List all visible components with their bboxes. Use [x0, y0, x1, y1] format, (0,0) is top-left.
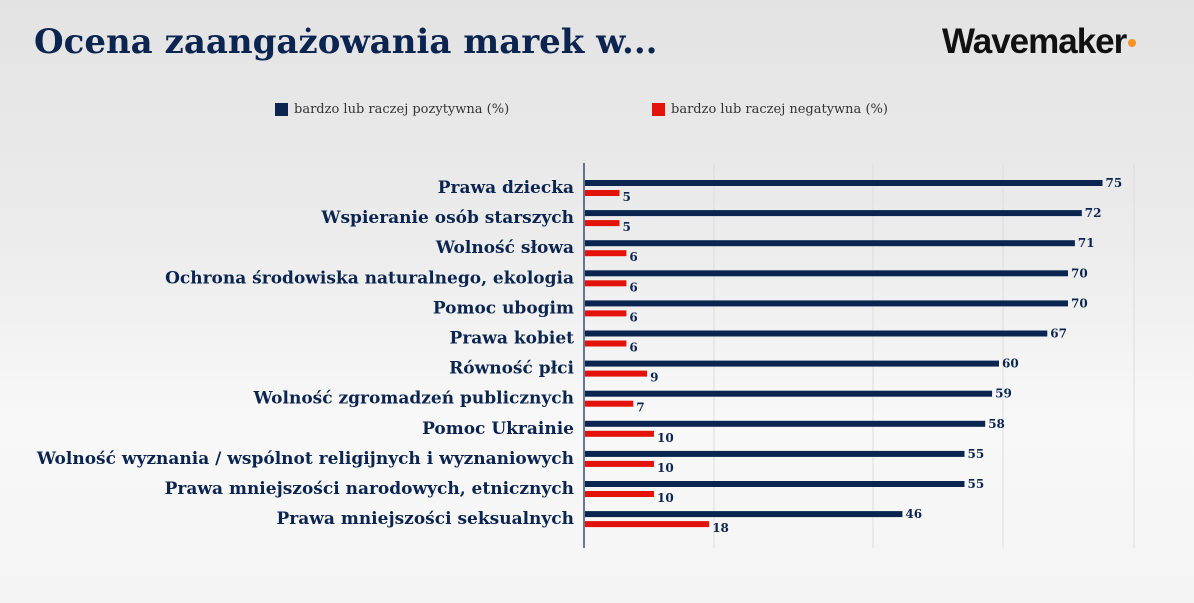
legend-positive: bardzo lub raczej pozytywna (%) [275, 102, 509, 117]
bar-positive [585, 511, 903, 518]
data-label: 67 [1050, 327, 1067, 341]
data-label: 7 [636, 401, 644, 415]
data-label: 70 [1071, 266, 1088, 280]
data-label: 71 [1078, 236, 1095, 250]
category-label: Prawa kobiet [450, 329, 575, 349]
data-label: 5 [623, 220, 631, 234]
bar-positive [585, 420, 986, 427]
legend-swatch-positive [275, 103, 288, 116]
bar-negative [585, 370, 648, 377]
bar-positive [585, 330, 1048, 337]
category-label: Ochrona środowiska naturalnego, ekologia [165, 268, 574, 288]
data-label: 75 [1106, 176, 1123, 190]
data-label: 55 [968, 447, 985, 461]
bar-positive [585, 390, 993, 397]
data-label: 9 [650, 371, 658, 385]
category-label: Wolność słowa [435, 238, 574, 258]
bar-positive [585, 360, 999, 367]
bar-negative [585, 340, 627, 347]
data-label: 6 [629, 250, 637, 264]
category-label: Równość płci [449, 359, 574, 379]
category-label: Wolność zgromadzeń publicznych [252, 389, 574, 409]
legend-swatch-negative [652, 103, 665, 116]
category-label: Pomoc Ukrainie [422, 419, 574, 439]
bar-positive [585, 481, 965, 487]
category-label: Prawa mniejszości narodowych, etnicznych [165, 479, 574, 499]
category-label: Prawa mniejszości seksualnych [277, 509, 574, 529]
data-label: 10 [657, 461, 674, 475]
bar-negative [585, 491, 654, 497]
data-label: 5 [623, 190, 631, 204]
data-label: 70 [1071, 296, 1088, 310]
legend-label-positive: bardzo lub raczej pozytywna (%) [294, 102, 510, 117]
bar-negative [585, 280, 627, 287]
bar-negative [585, 250, 627, 257]
category-label: Prawa dziecka [438, 178, 574, 198]
category-label: Wspieranie osób starszych [320, 208, 574, 228]
data-label: 72 [1085, 206, 1102, 220]
data-label: 6 [629, 280, 637, 294]
bar-negative [585, 460, 654, 467]
bar-positive [585, 270, 1068, 277]
category-label: Wolność wyznania / wspólnot religijnych … [36, 449, 574, 469]
bar-positive [585, 210, 1082, 217]
page-title: Ocena zaangażowania marek w... [34, 22, 658, 62]
data-label: 46 [905, 507, 922, 521]
bar-positive [585, 300, 1068, 307]
legend-negative: bardzo lub raczej negatywna (%) [652, 102, 888, 117]
category-label: Pomoc ubogim [433, 298, 574, 318]
data-label: 10 [657, 431, 674, 445]
legend-label-negative: bardzo lub raczej negatywna (%) [671, 102, 888, 117]
data-label: 55 [968, 477, 985, 491]
data-label: 59 [995, 387, 1012, 401]
bar-negative [585, 400, 634, 407]
bar-negative [585, 310, 627, 317]
wavemaker-logo: Wavemaker [942, 22, 1137, 62]
data-label: 6 [629, 341, 637, 355]
bar-negative [585, 220, 620, 227]
bar-negative [585, 430, 654, 437]
bar-positive [585, 180, 1103, 186]
bar-positive [585, 240, 1075, 247]
data-label: 6 [629, 310, 637, 324]
bar-negative [585, 190, 620, 196]
data-label: 60 [1002, 357, 1019, 371]
bar-positive [585, 450, 965, 457]
data-label: 58 [988, 417, 1005, 431]
data-label: 18 [712, 521, 729, 535]
bar-negative [585, 521, 710, 528]
data-label: 10 [657, 491, 674, 505]
